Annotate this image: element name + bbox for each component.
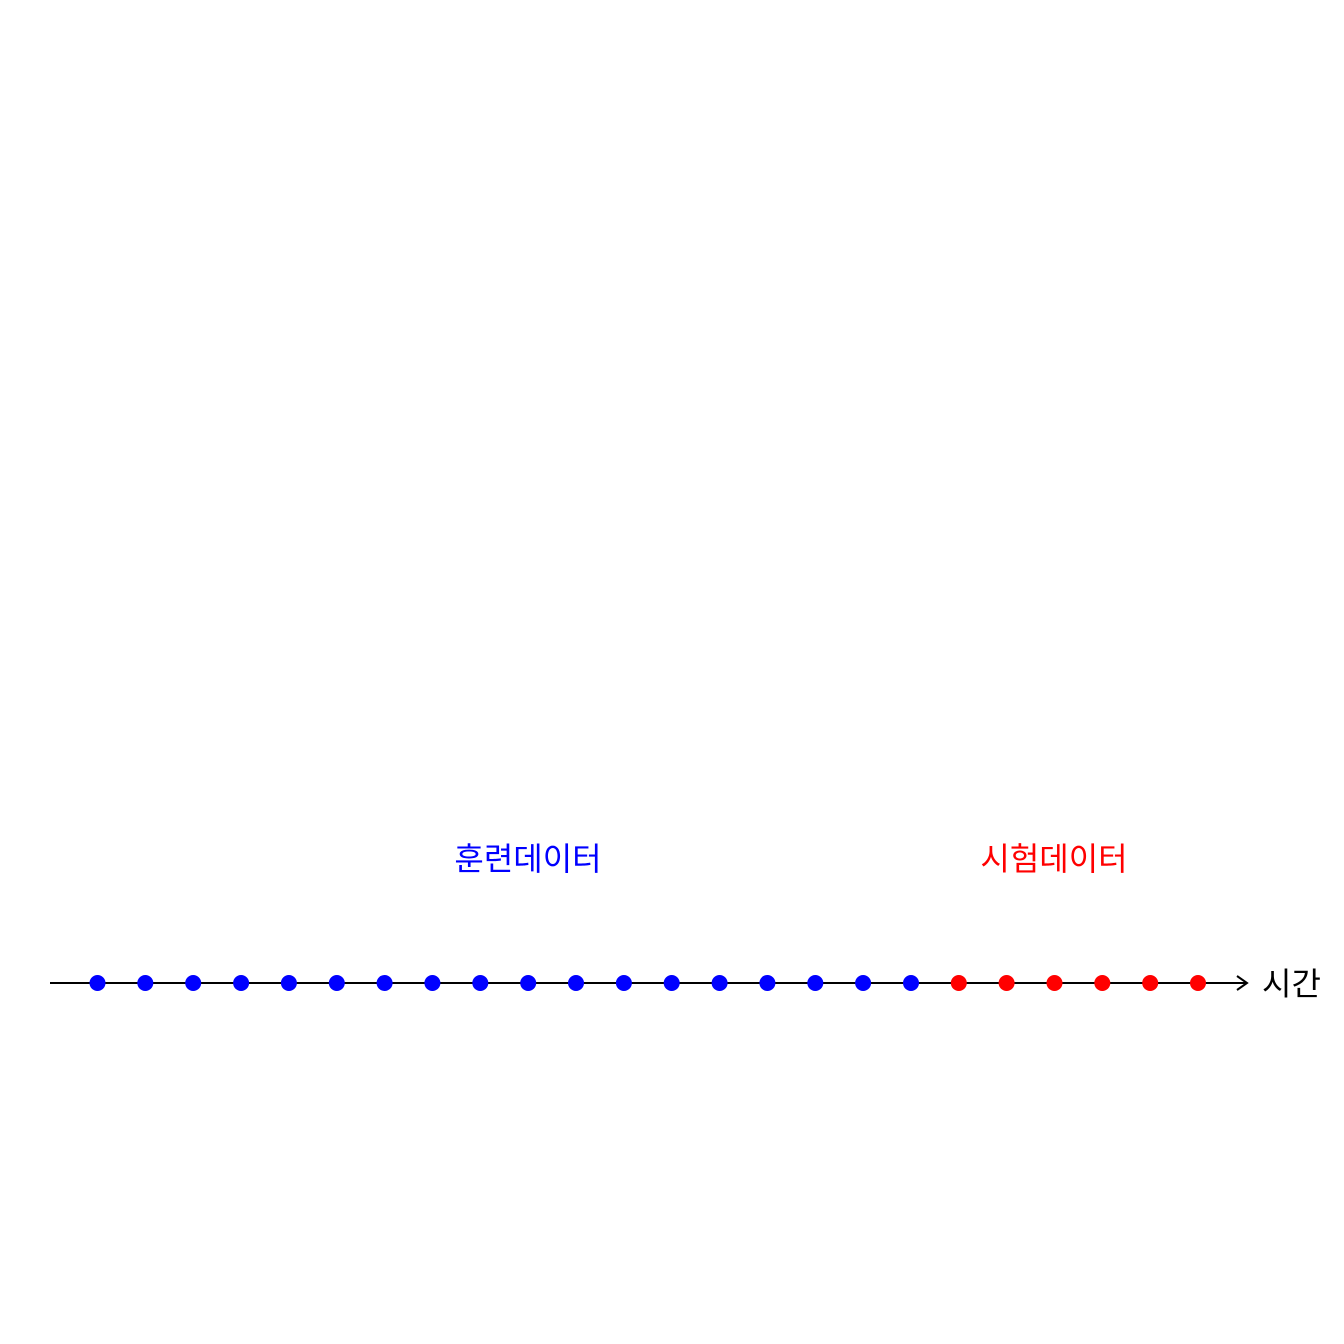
time-axis-arrowhead: [1236, 975, 1249, 991]
train-data-point: [137, 975, 154, 991]
train-data-point: [711, 975, 728, 991]
train-data-point: [89, 975, 106, 991]
time-axis-label: 시간: [1262, 965, 1321, 1003]
test-data-point: [1094, 975, 1111, 991]
train-data-point: [472, 975, 489, 991]
train-data-label: 훈련데이터: [454, 840, 601, 878]
test-data-point: [950, 975, 967, 991]
test-data-point: [1142, 975, 1159, 991]
train-data-point: [615, 975, 632, 991]
train-data-point: [424, 975, 441, 991]
test-data-point: [998, 975, 1015, 991]
train-data-point: [520, 975, 537, 991]
time-points: [89, 975, 1206, 991]
train-data-point: [807, 975, 824, 991]
train-data-point: [376, 975, 393, 991]
train-data-point: [759, 975, 776, 991]
train-data-point: [185, 975, 202, 991]
train-data-point: [328, 975, 345, 991]
train-data-point: [855, 975, 872, 991]
test-data-label: 시험데이터: [980, 840, 1127, 878]
train-data-point: [903, 975, 919, 991]
train-data-point: [663, 975, 680, 991]
test-data-point: [1190, 975, 1206, 991]
test-data-point: [1046, 975, 1063, 991]
train-data-point: [280, 975, 297, 991]
train-data-point: [233, 975, 250, 991]
train-data-point: [568, 975, 584, 991]
